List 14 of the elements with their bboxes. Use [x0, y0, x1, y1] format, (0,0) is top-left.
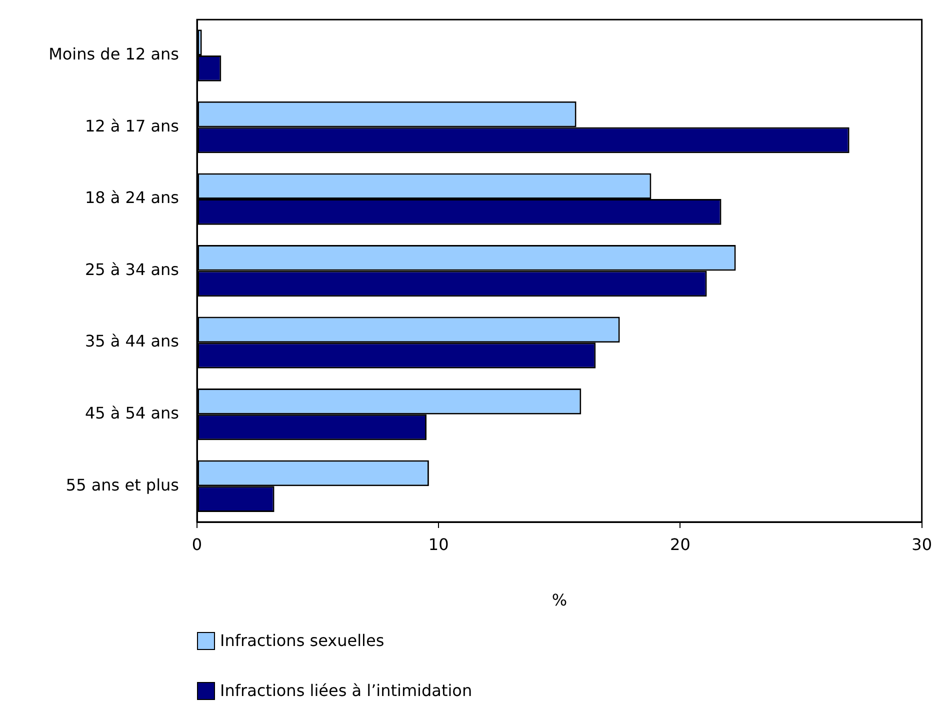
y-tick-label: 35 à 44 ans — [84, 332, 179, 351]
y-tick-label: 12 à 17 ans — [84, 116, 179, 136]
legend-label: Infractions liées à l’intimidation — [220, 681, 472, 700]
x-tick-label: 30 — [912, 534, 932, 554]
y-tick-label: 55 ans et plus — [66, 475, 179, 494]
y-tick-label: 25 à 34 ans — [84, 260, 179, 279]
y-tick-label: Moins de 12 ans — [48, 44, 179, 64]
x-tick-label: 20 — [670, 534, 690, 554]
y-tick-label: 45 à 54 ans — [84, 404, 179, 422]
y-tick-label: 18 à 24 ans — [84, 188, 179, 208]
x-axis-title: % — [552, 590, 568, 610]
legend-label: Infractions sexuelles — [220, 631, 384, 650]
x-tick-label: 0 — [192, 534, 202, 554]
x-tick-label: 10 — [428, 534, 449, 554]
